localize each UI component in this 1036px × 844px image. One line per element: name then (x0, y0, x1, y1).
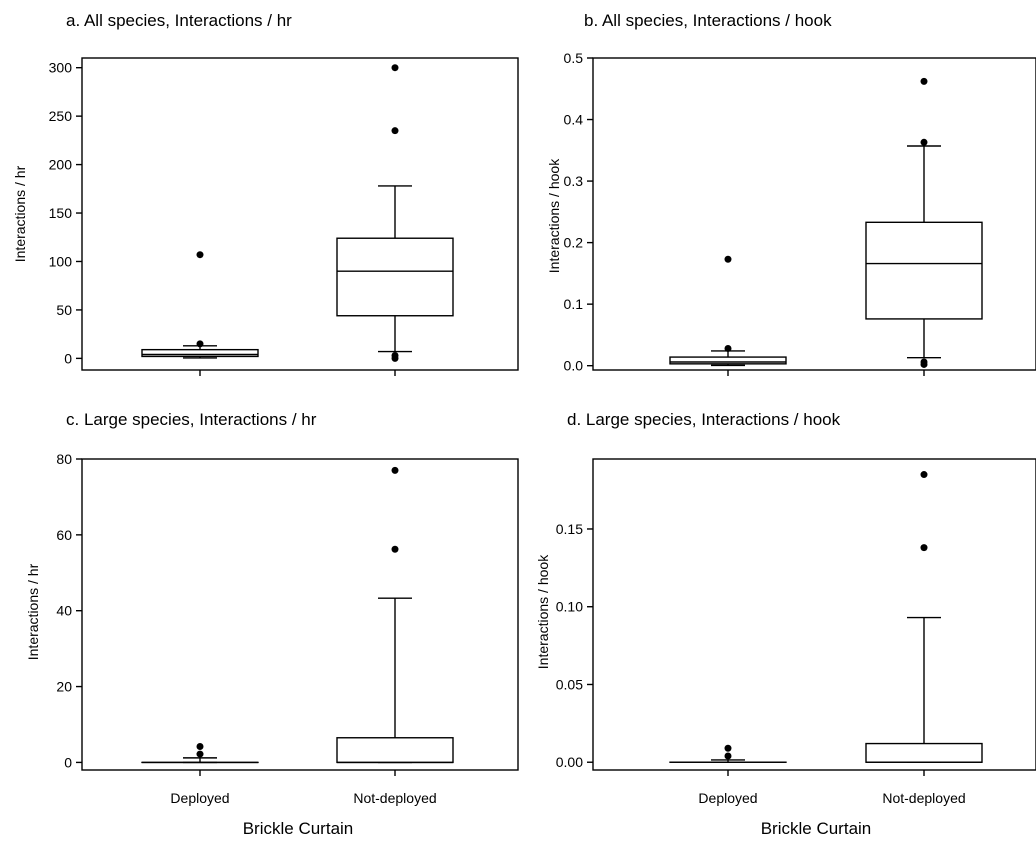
outlier-point (196, 742, 204, 750)
outlier-point (391, 351, 399, 359)
outlier-point (920, 471, 928, 479)
outlier-point (391, 545, 399, 553)
plot-frame (81, 458, 519, 771)
outlier-point (391, 64, 399, 72)
outlier-point (920, 138, 928, 146)
x-tick-label: Not-deployed (882, 790, 965, 806)
panel-d: d. Large species, Interactions / hook In… (535, 410, 1036, 806)
outlier-point (724, 744, 732, 752)
box-iqr (336, 737, 454, 764)
outlier-point (920, 77, 928, 85)
panel-title: c. Large species, Interactions / hr (66, 410, 317, 429)
y-tick-label: 0.00 (556, 754, 583, 770)
panel-b: b. All species, Interactions / hook Inte… (546, 11, 1036, 376)
outlier-point (724, 255, 732, 263)
y-tick-label: 0.0 (564, 358, 584, 374)
y-tick-label: 60 (56, 527, 72, 543)
plot-frame (592, 458, 1036, 771)
y-tick-label: 40 (56, 603, 72, 619)
y-tick-label: 0.3 (564, 173, 584, 189)
outlier-point (196, 750, 204, 758)
y-tick-label: 300 (49, 60, 73, 76)
y-tick-label: 20 (56, 679, 72, 695)
y-tick-label: 100 (49, 253, 73, 269)
y-tick-label: 80 (56, 451, 72, 467)
outlier-point (391, 127, 399, 135)
panel-title: a. All species, Interactions / hr (66, 11, 292, 30)
y-tick-label: 50 (56, 302, 72, 318)
box-iqr (865, 742, 983, 763)
box-iqr (865, 221, 983, 320)
y-tick-label: 250 (49, 108, 73, 124)
x-tick-label: Deployed (698, 790, 757, 806)
y-tick-label: 0.2 (564, 235, 584, 251)
y-tick-label: 0 (64, 754, 72, 770)
y-tick-label: 0.5 (564, 50, 584, 66)
plot-frame (592, 57, 1036, 371)
x-tick-label: Not-deployed (353, 790, 436, 806)
outlier-point (196, 251, 204, 259)
panel-title: d. Large species, Interactions / hook (567, 410, 841, 429)
y-axis-label: Interactions / hr (12, 165, 28, 262)
y-axis-label: Interactions / hr (25, 563, 41, 660)
y-tick-label: 0 (64, 350, 72, 366)
box-iqr (336, 237, 454, 317)
y-axis-label: Interactions / hook (535, 554, 551, 669)
outlier-point (196, 340, 204, 348)
outlier-point (724, 752, 732, 760)
x-axis-title-left: Brickle Curtain (243, 819, 354, 838)
x-axis-title-right: Brickle Curtain (761, 819, 872, 838)
outlier-point (920, 358, 928, 366)
plot-frame (81, 57, 519, 371)
x-tick-label: Deployed (170, 790, 229, 806)
y-tick-label: 0.05 (556, 676, 583, 692)
outlier-point (920, 544, 928, 552)
box-iqr (141, 348, 259, 358)
y-tick-label: 0.15 (556, 521, 583, 537)
outlier-point (724, 344, 732, 352)
y-axis-label: Interactions / hook (546, 158, 562, 273)
y-tick-label: 200 (49, 157, 73, 173)
y-tick-label: 0.10 (556, 599, 583, 615)
y-tick-label: 150 (49, 205, 73, 221)
y-tick-label: 0.4 (564, 112, 584, 128)
y-tick-label: 0.1 (564, 296, 584, 312)
panel-title: b. All species, Interactions / hook (584, 11, 832, 30)
outlier-point (391, 466, 399, 474)
panel-a: a. All species, Interactions / hr Intera… (12, 11, 519, 376)
panel-c: c. Large species, Interactions / hr Inte… (25, 410, 519, 806)
box-iqr (669, 356, 787, 365)
